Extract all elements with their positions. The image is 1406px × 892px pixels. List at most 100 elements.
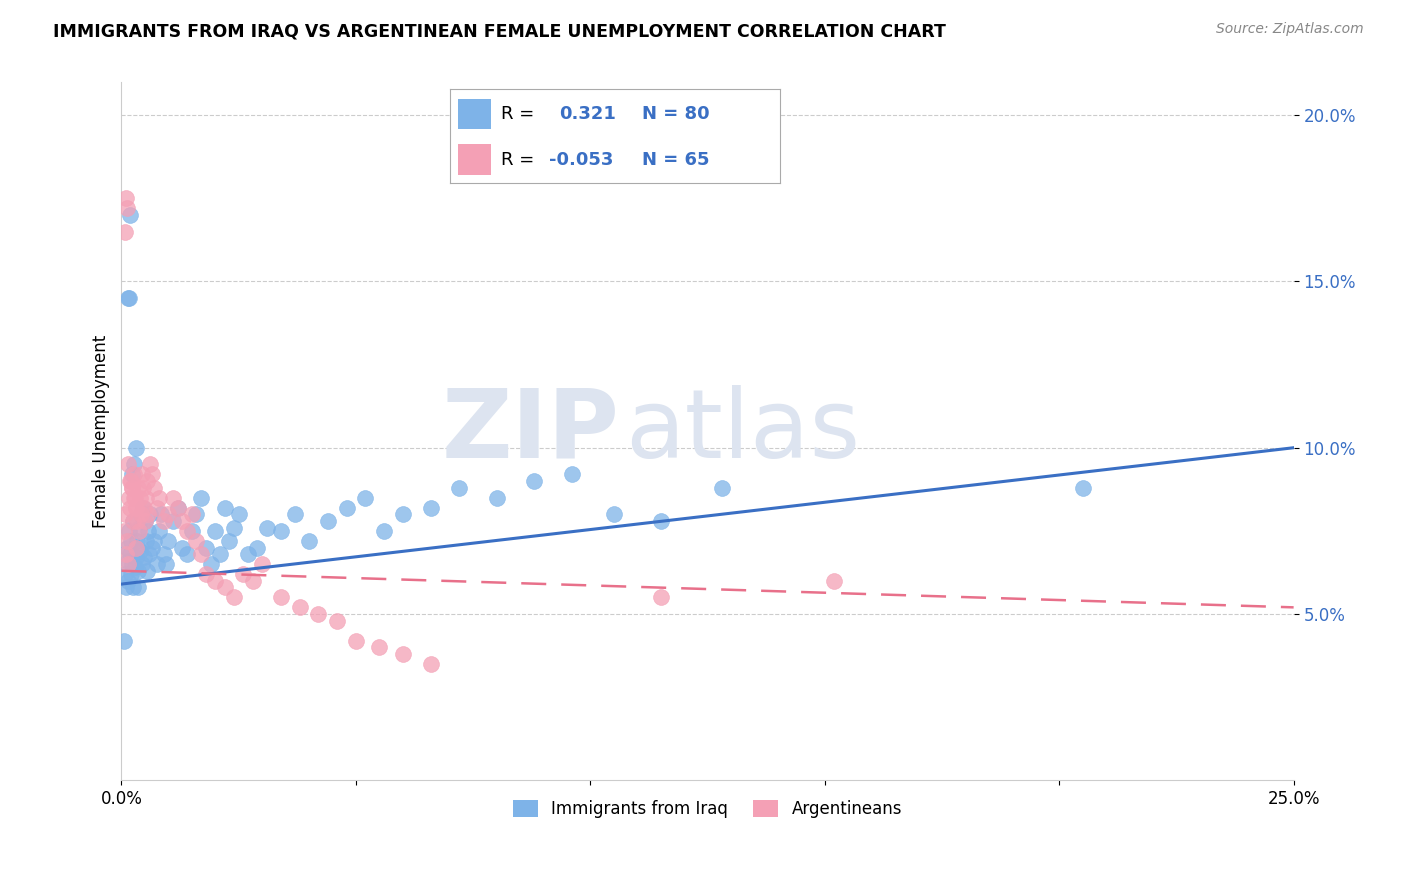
Point: [354, 491, 377, 505]
Point: [127, 481, 149, 495]
Point: [134, 514, 156, 528]
Point: [136, 524, 159, 538]
Point: [118, 474, 141, 488]
Point: [172, 541, 194, 555]
Point: [141, 541, 163, 555]
Point: [172, 514, 194, 528]
Point: [162, 514, 184, 528]
Point: [120, 533, 142, 548]
Point: [250, 557, 273, 571]
Point: [561, 467, 583, 482]
Point: [222, 591, 245, 605]
Point: [117, 291, 139, 305]
Point: [124, 560, 146, 574]
Point: [447, 481, 470, 495]
Point: [270, 524, 292, 538]
Point: [122, 581, 145, 595]
Point: [288, 600, 311, 615]
Point: [208, 547, 231, 561]
Point: [112, 524, 135, 538]
Point: [523, 474, 546, 488]
Point: [214, 500, 236, 515]
Point: [118, 291, 141, 305]
Point: [118, 208, 141, 222]
Point: [148, 491, 170, 505]
Point: [335, 500, 357, 515]
Point: [112, 633, 135, 648]
Point: [256, 520, 278, 534]
Point: [194, 541, 217, 555]
Point: [117, 557, 139, 571]
Point: [122, 491, 145, 505]
Point: [603, 508, 626, 522]
Point: [134, 514, 156, 528]
Point: [157, 508, 180, 522]
Point: [128, 524, 150, 538]
Point: [270, 591, 292, 605]
Point: [145, 557, 167, 571]
Bar: [458, 145, 491, 176]
Point: [316, 514, 339, 528]
Point: [120, 567, 142, 582]
Point: [162, 491, 184, 505]
Point: [114, 225, 136, 239]
Point: [190, 491, 212, 505]
Bar: [458, 98, 491, 129]
Point: [214, 581, 236, 595]
Point: [121, 514, 143, 528]
Point: [132, 500, 155, 515]
Point: [125, 550, 148, 565]
Point: [129, 508, 152, 522]
Point: [373, 524, 395, 538]
Point: [186, 533, 208, 548]
Point: [131, 467, 153, 482]
Point: [138, 547, 160, 561]
Point: [127, 581, 149, 595]
Point: [114, 508, 136, 522]
Point: [200, 557, 222, 571]
Point: [124, 541, 146, 555]
Point: [129, 508, 152, 522]
Point: [129, 491, 152, 505]
Point: [180, 508, 202, 522]
Text: N = 80: N = 80: [641, 105, 709, 123]
Text: R =: R =: [501, 105, 534, 123]
Text: -0.053: -0.053: [548, 151, 613, 169]
Point: [125, 500, 148, 515]
Point: [650, 514, 672, 528]
Point: [115, 541, 138, 555]
Point: [307, 607, 329, 621]
Point: [284, 508, 307, 522]
Text: atlas: atlas: [626, 384, 860, 477]
Point: [228, 508, 250, 522]
Point: [242, 574, 264, 588]
Point: [391, 508, 413, 522]
Point: [218, 533, 240, 548]
Point: [115, 581, 138, 595]
Text: 0.321: 0.321: [560, 105, 616, 123]
Y-axis label: Female Unemployment: Female Unemployment: [93, 334, 110, 528]
Point: [152, 514, 174, 528]
Point: [124, 500, 146, 515]
Point: [117, 574, 139, 588]
Point: [391, 647, 413, 661]
Point: [118, 491, 141, 505]
Point: [204, 524, 226, 538]
Point: [114, 567, 136, 582]
Point: [1071, 481, 1094, 495]
Point: [176, 524, 198, 538]
Point: [138, 458, 160, 472]
Point: [419, 500, 441, 515]
Point: [127, 533, 149, 548]
Point: [121, 514, 143, 528]
Point: [145, 500, 167, 515]
Point: [194, 567, 217, 582]
Point: [650, 591, 672, 605]
Point: [121, 557, 143, 571]
Point: [128, 520, 150, 534]
Point: [131, 557, 153, 571]
Point: [122, 458, 145, 472]
Point: [115, 191, 138, 205]
Point: [127, 564, 149, 578]
Point: [150, 508, 173, 522]
